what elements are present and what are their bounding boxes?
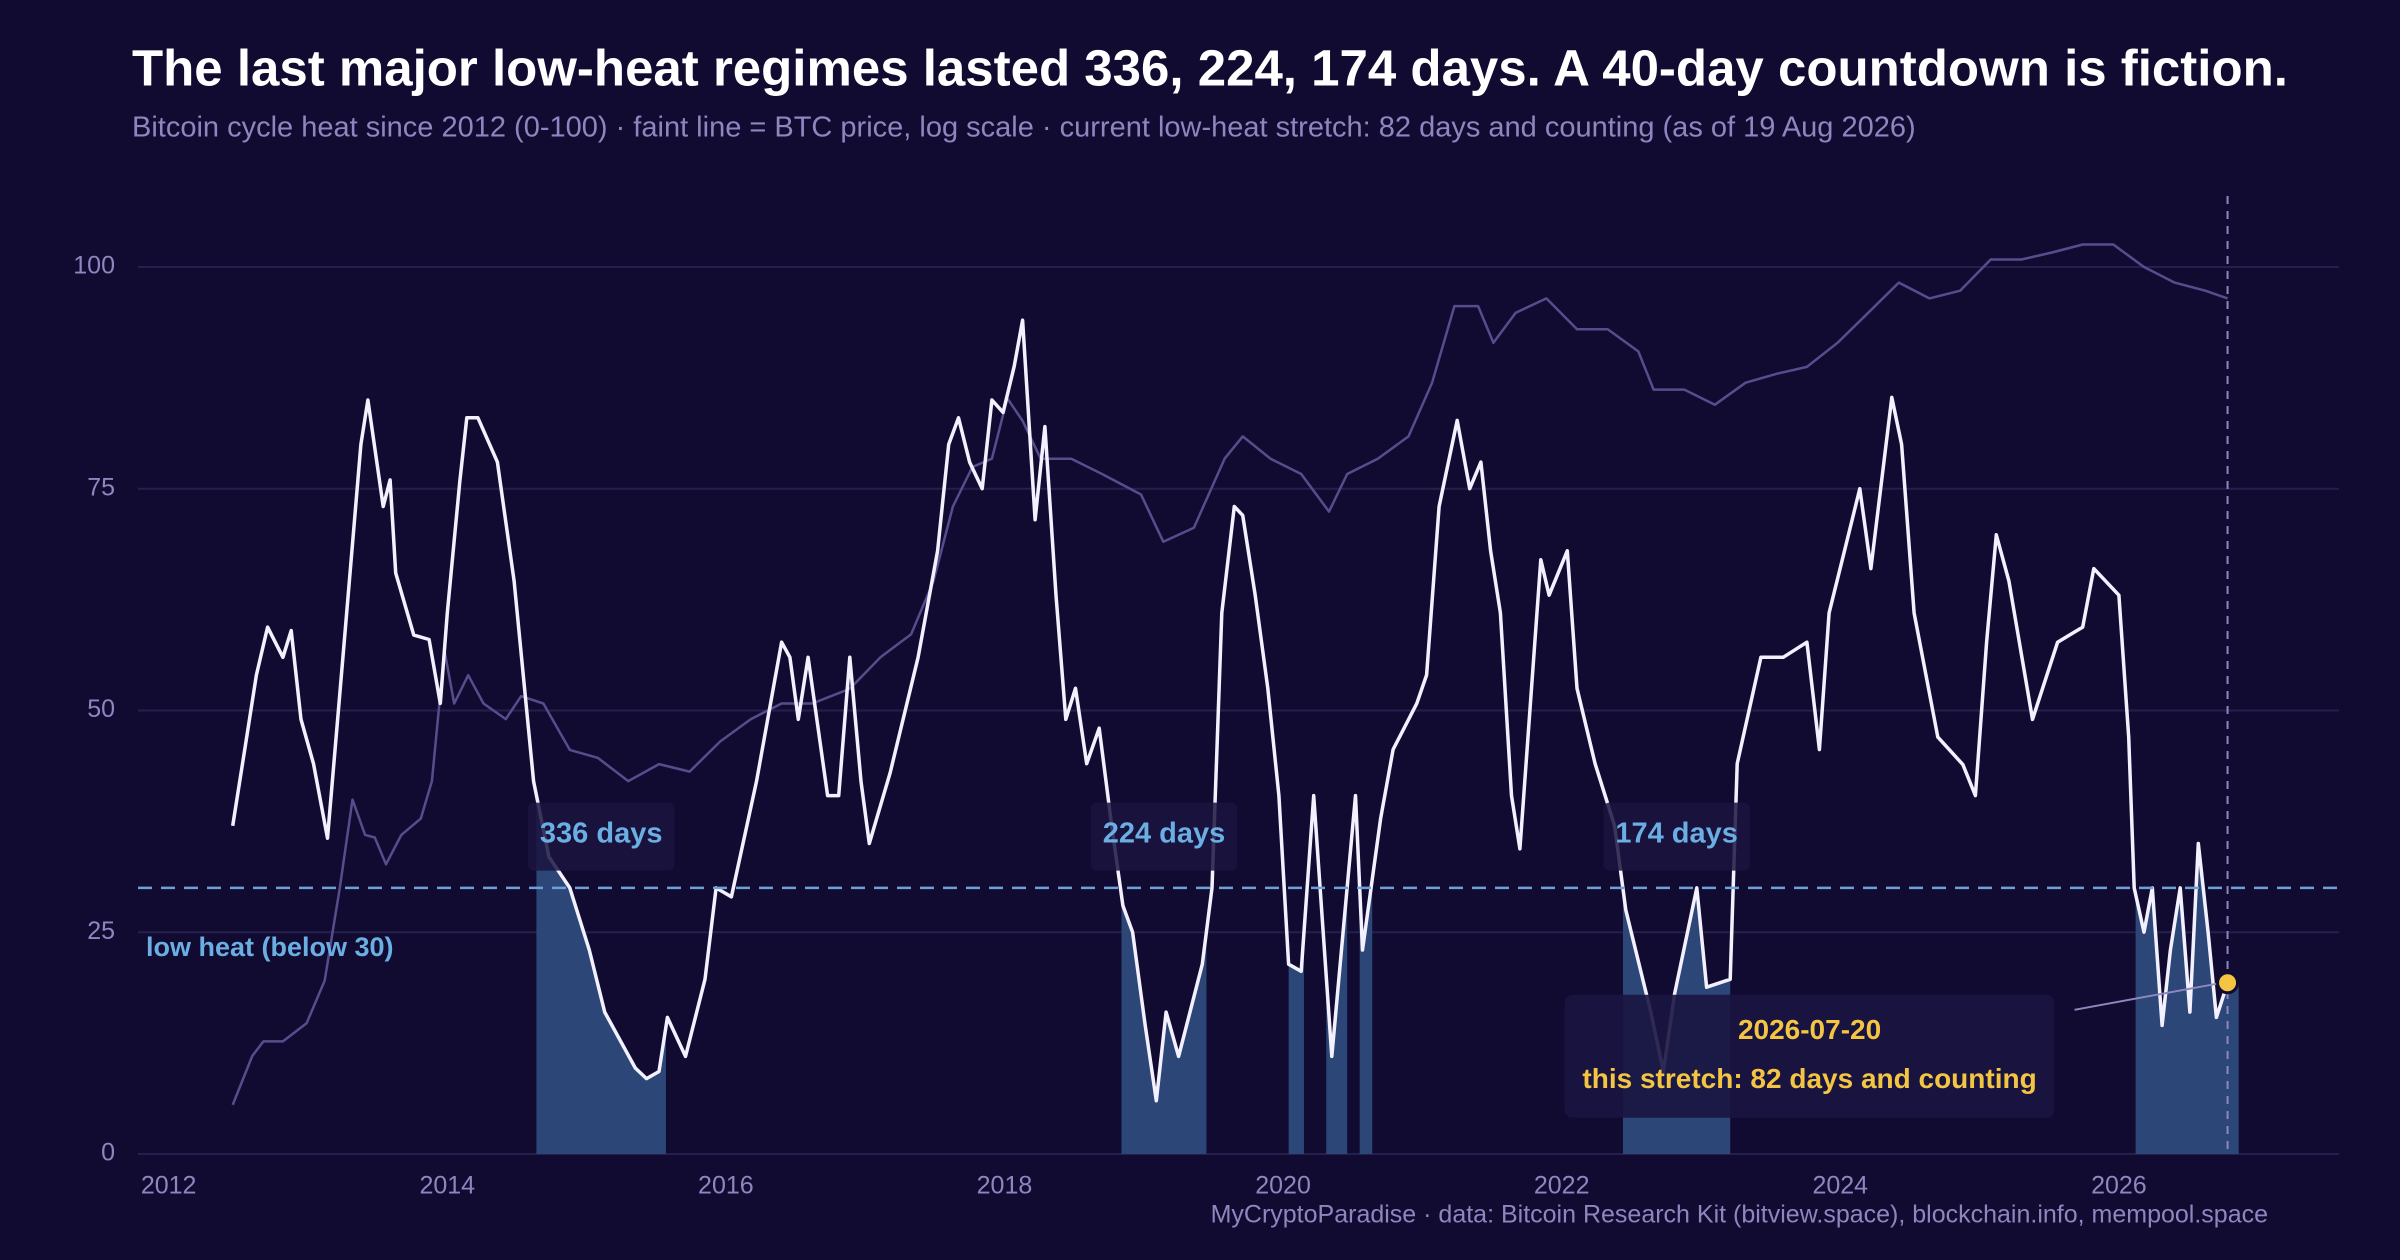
callout-date: 2026-07-20 — [1738, 1014, 1881, 1045]
callout-text: this stretch: 82 days and counting — [1582, 1063, 2036, 1094]
period-label: 174 days — [1603, 802, 1750, 871]
x-tick-label: 2012 — [141, 1172, 197, 1200]
x-tick-label: 2022 — [1534, 1172, 1590, 1200]
x-tick-label: 2026 — [2091, 1172, 2147, 1200]
price-line — [231, 243, 2229, 1106]
low-heat-area — [536, 795, 666, 1154]
y-tick-label: 100 — [73, 252, 115, 280]
period-label-text: 224 days — [1103, 817, 1226, 849]
period-label-box — [1090, 802, 1238, 871]
current-marker — [2216, 971, 2240, 995]
period-label-text: 174 days — [1615, 817, 1738, 849]
period-label: 336 days — [527, 802, 675, 871]
period-label-text: 336 days — [540, 817, 663, 849]
y-tick-label: 25 — [87, 917, 115, 945]
low-heat-area — [1288, 932, 1304, 1154]
callout-box — [1564, 994, 2055, 1118]
period-label-box — [527, 802, 675, 871]
x-tick-label: 2016 — [698, 1172, 754, 1200]
low-heat-area — [1121, 895, 1207, 1154]
x-tick-label: 2020 — [1255, 1172, 1311, 1200]
period-label: 224 days — [1090, 802, 1238, 871]
x-tick-label: 2024 — [1812, 1172, 1868, 1200]
callout-connector — [2074, 982, 2217, 1011]
y-tick-label: 75 — [87, 473, 115, 501]
source-note: MyCryptoParadise · data: Bitcoin Researc… — [1211, 1201, 2268, 1229]
x-tick-label: 2014 — [419, 1172, 475, 1200]
y-tick-label: 50 — [87, 695, 115, 723]
y-tick-label: 0 — [101, 1139, 115, 1167]
heat-line — [230, 318, 2230, 1103]
period-label-box — [1603, 802, 1750, 871]
chart-subtitle: Bitcoin cycle heat since 2012 (0-100) · … — [132, 112, 1916, 144]
chart-title: The last major low-heat regimes lasted 3… — [132, 39, 2288, 96]
x-tick-label: 2018 — [977, 1172, 1033, 1200]
threshold-label: low heat (below 30) — [146, 932, 394, 962]
